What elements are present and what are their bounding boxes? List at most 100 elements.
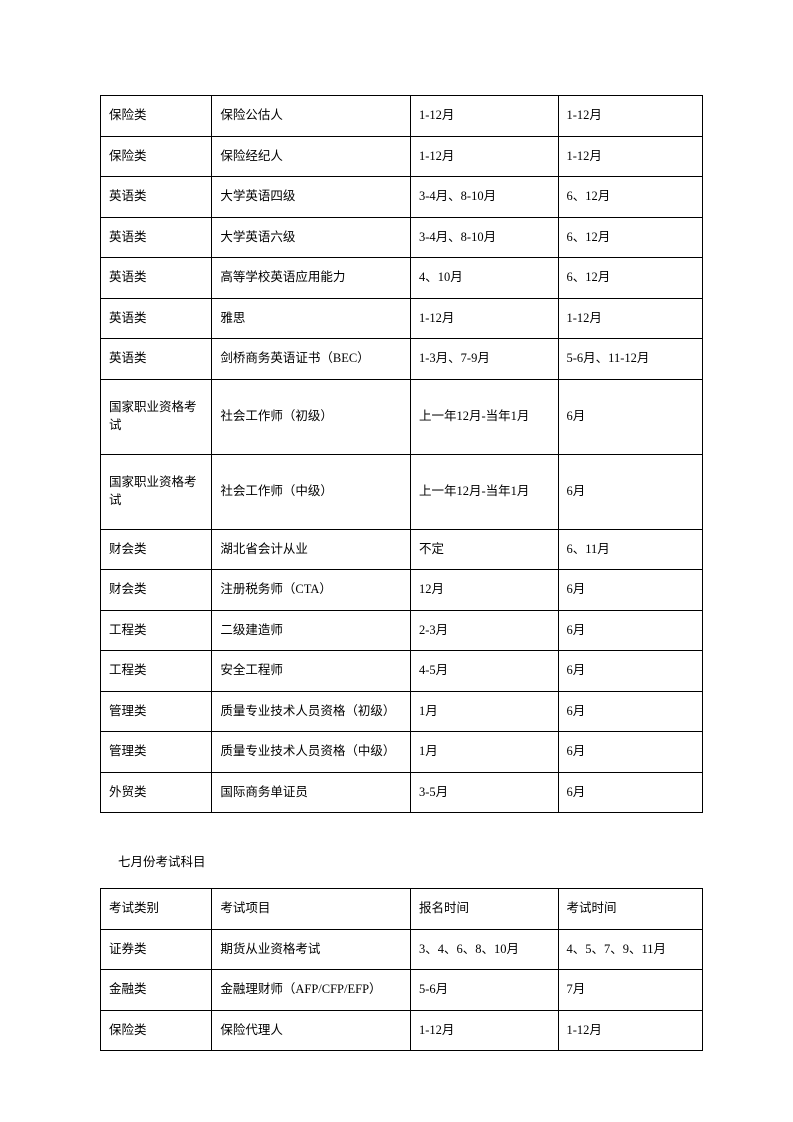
table-cell: 管理类	[101, 691, 212, 732]
table-cell: 安全工程师	[212, 651, 411, 692]
table-cell: 3-5月	[411, 772, 558, 813]
table-cell: 金融类	[101, 970, 212, 1011]
table-cell: 4、10月	[411, 258, 558, 299]
table-cell: 金融理财师（AFP/CFP/EFP）	[212, 970, 411, 1011]
table-row: 工程类二级建造师2-3月6月	[101, 610, 703, 651]
table-cell: 期货从业资格考试	[212, 929, 411, 970]
table-cell: 3、4、6、8、10月	[411, 929, 558, 970]
table-cell: 5-6月	[411, 970, 558, 1011]
table-cell: 6月	[558, 772, 703, 813]
table-cell: 社会工作师（初级）	[212, 379, 411, 454]
table-cell: 6月	[558, 651, 703, 692]
table-cell: 5-6月、11-12月	[558, 339, 703, 380]
table-header-cell: 考试时间	[558, 889, 703, 930]
table-cell: 英语类	[101, 217, 212, 258]
table-cell: 保险类	[101, 96, 212, 137]
table-cell: 保险经纪人	[212, 136, 411, 177]
table-cell: 二级建造师	[212, 610, 411, 651]
table-cell: 保险类	[101, 1010, 212, 1051]
table-cell: 1-12月	[558, 96, 703, 137]
table-cell: 1-12月	[411, 1010, 558, 1051]
table-cell: 1-12月	[411, 136, 558, 177]
table-cell: 1月	[411, 732, 558, 773]
table-cell: 上一年12月-当年1月	[411, 454, 558, 529]
table-cell: 6、12月	[558, 258, 703, 299]
table-row: 国家职业资格考试社会工作师（中级）上一年12月-当年1月6月	[101, 454, 703, 529]
table-row: 保险类保险代理人1-12月1-12月	[101, 1010, 703, 1051]
table-row: 英语类大学英语六级3-4月、8-10月6、12月	[101, 217, 703, 258]
table-row: 保险类保险公估人1-12月1-12月	[101, 96, 703, 137]
table-row: 工程类安全工程师4-5月6月	[101, 651, 703, 692]
section-title-july: 七月份考试科目	[118, 851, 703, 870]
table-cell: 4-5月	[411, 651, 558, 692]
table-cell: 工程类	[101, 651, 212, 692]
table-cell: 雅思	[212, 298, 411, 339]
table-row: 财会类湖北省会计从业不定6、11月	[101, 529, 703, 570]
table-cell: 英语类	[101, 177, 212, 218]
table-cell: 6月	[558, 454, 703, 529]
table-cell: 7月	[558, 970, 703, 1011]
table-row: 英语类雅思1-12月1-12月	[101, 298, 703, 339]
table-cell: 6、12月	[558, 217, 703, 258]
table-cell: 英语类	[101, 258, 212, 299]
table-cell: 6月	[558, 379, 703, 454]
exam-schedule-table-1: 保险类保险公估人1-12月1-12月保险类保险经纪人1-12月1-12月英语类大…	[100, 95, 703, 813]
table-row: 外贸类国际商务单证员3-5月6月	[101, 772, 703, 813]
table-cell: 1-12月	[558, 136, 703, 177]
table-row: 国家职业资格考试社会工作师（初级）上一年12月-当年1月6月	[101, 379, 703, 454]
table-row: 财会类注册税务师（CTA）12月6月	[101, 570, 703, 611]
table-header-cell: 考试类别	[101, 889, 212, 930]
table-cell: 湖北省会计从业	[212, 529, 411, 570]
table-cell: 1-12月	[411, 96, 558, 137]
table-cell: 国家职业资格考试	[101, 454, 212, 529]
table-cell: 保险类	[101, 136, 212, 177]
table-cell: 管理类	[101, 732, 212, 773]
table-cell: 注册税务师（CTA）	[212, 570, 411, 611]
table-cell: 4、5、7、9、11月	[558, 929, 703, 970]
table-cell: 不定	[411, 529, 558, 570]
table-cell: 外贸类	[101, 772, 212, 813]
table-cell: 6月	[558, 691, 703, 732]
table-cell: 英语类	[101, 339, 212, 380]
table-cell: 工程类	[101, 610, 212, 651]
table-cell: 国家职业资格考试	[101, 379, 212, 454]
table-cell: 大学英语六级	[212, 217, 411, 258]
table-cell: 剑桥商务英语证书（BEC）	[212, 339, 411, 380]
table-cell: 3-4月、8-10月	[411, 177, 558, 218]
table-cell: 1-12月	[411, 298, 558, 339]
table-cell: 大学英语四级	[212, 177, 411, 218]
exam-schedule-table-2: 考试类别考试项目报名时间考试时间证券类期货从业资格考试3、4、6、8、10月4、…	[100, 888, 703, 1051]
table-cell: 6月	[558, 570, 703, 611]
table-header-cell: 考试项目	[212, 889, 411, 930]
table-row: 英语类剑桥商务英语证书（BEC）1-3月、7-9月5-6月、11-12月	[101, 339, 703, 380]
table-cell: 上一年12月-当年1月	[411, 379, 558, 454]
table-cell: 证券类	[101, 929, 212, 970]
table-cell: 6月	[558, 732, 703, 773]
table-row: 证券类期货从业资格考试3、4、6、8、10月4、5、7、9、11月	[101, 929, 703, 970]
table-cell: 6、11月	[558, 529, 703, 570]
table-cell: 财会类	[101, 529, 212, 570]
table-row: 管理类质量专业技术人员资格（初级）1月6月	[101, 691, 703, 732]
table-header-row: 考试类别考试项目报名时间考试时间	[101, 889, 703, 930]
table-row: 英语类高等学校英语应用能力4、10月6、12月	[101, 258, 703, 299]
table-cell: 1-12月	[558, 1010, 703, 1051]
table-row: 保险类保险经纪人1-12月1-12月	[101, 136, 703, 177]
table-cell: 3-4月、8-10月	[411, 217, 558, 258]
table-cell: 1-3月、7-9月	[411, 339, 558, 380]
table-cell: 保险公估人	[212, 96, 411, 137]
table-cell: 2-3月	[411, 610, 558, 651]
table-cell: 高等学校英语应用能力	[212, 258, 411, 299]
table-cell: 6、12月	[558, 177, 703, 218]
table-cell: 国际商务单证员	[212, 772, 411, 813]
table-cell: 1-12月	[558, 298, 703, 339]
table-cell: 保险代理人	[212, 1010, 411, 1051]
table-cell: 质量专业技术人员资格（初级）	[212, 691, 411, 732]
table-header-cell: 报名时间	[411, 889, 558, 930]
table-row: 管理类质量专业技术人员资格（中级）1月6月	[101, 732, 703, 773]
table-cell: 社会工作师（中级）	[212, 454, 411, 529]
table-row: 金融类金融理财师（AFP/CFP/EFP）5-6月7月	[101, 970, 703, 1011]
table-cell: 12月	[411, 570, 558, 611]
table-cell: 英语类	[101, 298, 212, 339]
table-row: 英语类大学英语四级3-4月、8-10月6、12月	[101, 177, 703, 218]
table-cell: 6月	[558, 610, 703, 651]
